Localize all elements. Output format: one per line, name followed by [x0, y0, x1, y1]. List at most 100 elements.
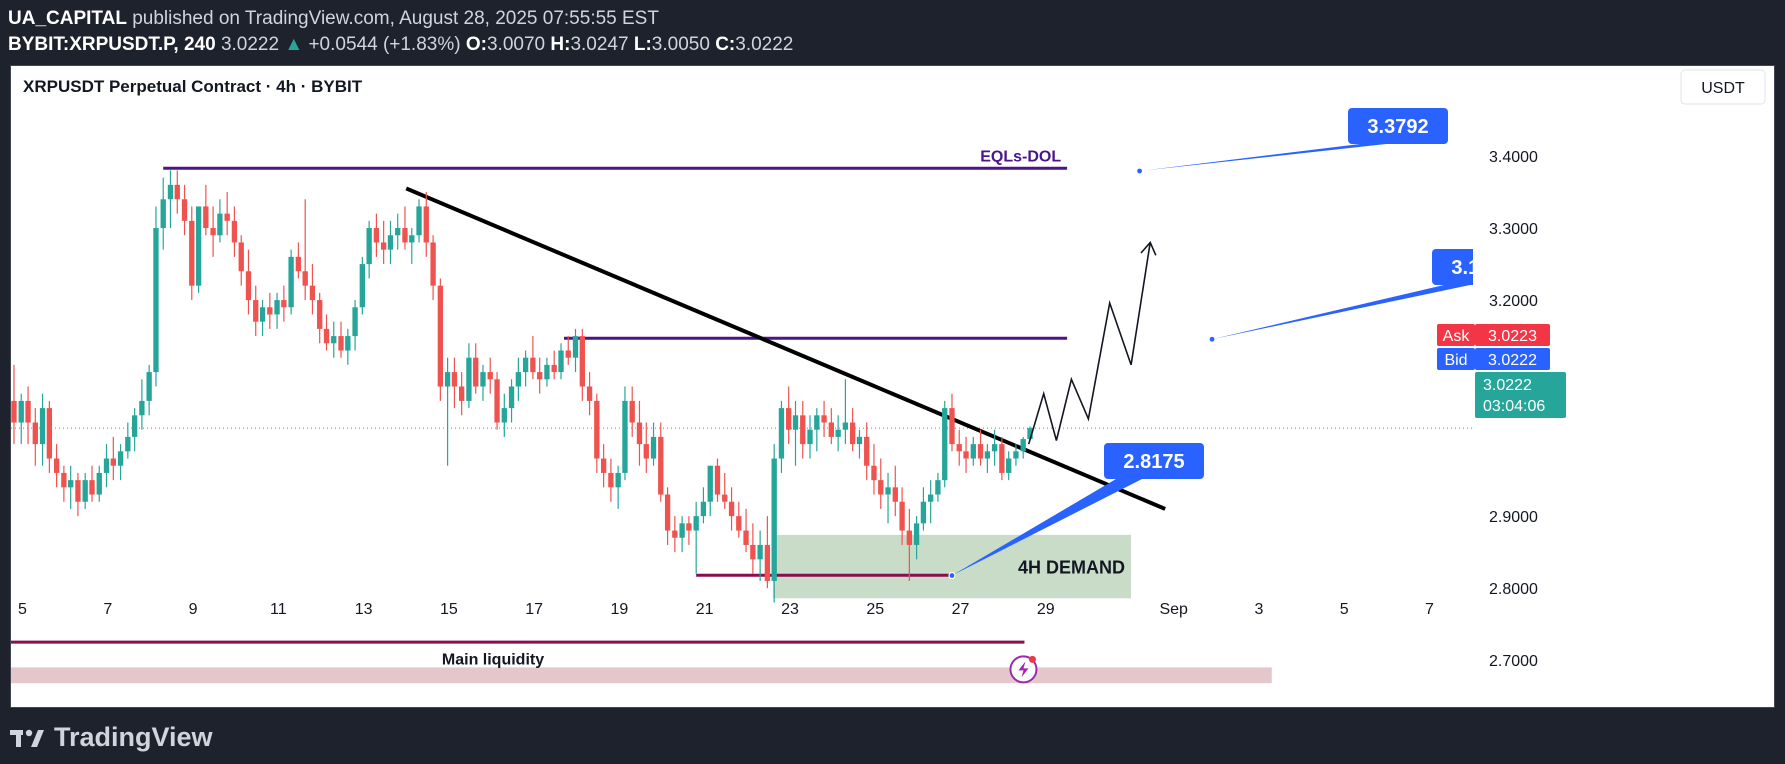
bid-label: Bid: [1444, 352, 1467, 369]
published-text: published on TradingView.com, August 28,…: [132, 8, 659, 29]
candle-body: [387, 235, 394, 250]
y-tick-label: 2.9000: [1489, 509, 1538, 526]
y-tick-label: 3.4000: [1489, 149, 1538, 166]
candle-body: [736, 516, 742, 531]
last-price-badge: [1475, 372, 1566, 418]
up-arrow-icon: ▲: [284, 34, 304, 55]
candle-body: [686, 523, 692, 531]
candle-body: [103, 458, 110, 473]
target-callout-mid-anchor: [1208, 335, 1216, 343]
x-tick-label: 21: [696, 601, 714, 618]
candle-body: [224, 213, 230, 221]
candle-body: [722, 494, 728, 502]
candle-body: [970, 444, 976, 459]
level-callout-low-pointer: [951, 479, 1142, 576]
candle-body: [345, 336, 351, 351]
axis-layer: 3.4000 3.3000 3.2000 2.9000 2.8000 2.7000 5 7 9 1…: [18, 66, 1774, 707]
candle-body: [835, 429, 841, 437]
x-tick-label: 11: [270, 601, 287, 618]
candle-body: [1006, 458, 1012, 473]
candle-body: [991, 444, 998, 452]
currency-button[interactable]: USDT: [1680, 69, 1766, 105]
x-tick-label: 7: [1425, 601, 1434, 618]
level-callout-low-box: [1104, 443, 1204, 479]
last-price-countdown: 03:04:06: [1483, 398, 1545, 415]
candle-body: [402, 228, 408, 243]
candle-body: [1020, 439, 1026, 452]
lightning-bolt-icon: [1018, 661, 1029, 678]
candle-body: [53, 458, 60, 473]
candle-body: [160, 199, 166, 229]
candle-body: [61, 472, 67, 488]
candle-body: [437, 285, 444, 387]
candle-body: [942, 408, 948, 481]
candle-body: [295, 256, 302, 272]
candle-body: [530, 357, 536, 373]
ask-value: 3.0223: [1488, 328, 1537, 345]
candle-body: [537, 372, 543, 380]
candle-body: [195, 206, 202, 286]
candle-body: [373, 228, 380, 243]
open-value: 3.0070: [486, 34, 546, 55]
low-value: 3.0050: [651, 34, 710, 55]
candle-body: [856, 436, 863, 445]
candle-body: [139, 400, 145, 416]
level-callout-low-label: 2.8175: [1123, 451, 1184, 473]
x-tick-label: 19: [611, 601, 629, 618]
candle-body: [181, 199, 188, 221]
candle-body: [466, 357, 472, 401]
price-change: +0.0544 (+1.83%): [308, 34, 461, 55]
candle-body: [800, 415, 806, 445]
candle-body: [615, 472, 621, 488]
candle-body: [1027, 428, 1033, 440]
candle-body: [977, 444, 984, 459]
candle-body: [544, 364, 550, 380]
candle-body: [757, 544, 763, 560]
candle-body: [39, 408, 46, 445]
candle-body: [871, 465, 877, 481]
candle-body: [807, 429, 813, 445]
candle-body: [68, 480, 74, 488]
close-label: C:: [715, 34, 736, 55]
projection-arrowhead: [1140, 240, 1157, 256]
candle-body: [409, 235, 415, 243]
candle-body: [125, 436, 131, 452]
candle-body: [217, 213, 223, 236]
candle-body: [96, 472, 102, 495]
x-tick-label: 13: [355, 601, 373, 618]
liquidity-zone: [11, 667, 1272, 684]
demand-zone: [772, 534, 1132, 599]
candle-body: [323, 328, 330, 344]
candle-body: [650, 436, 657, 459]
tradingview-footer[interactable]: TradingView: [10, 722, 213, 753]
candle-body: [949, 408, 955, 445]
publish-line: UA_CAPITAL published on TradingView.com,…: [8, 6, 793, 32]
candle-body: [317, 300, 323, 329]
candle-body: [146, 372, 152, 401]
candle-body: [629, 400, 635, 423]
target-callout-top-label: 3.3792: [1367, 116, 1428, 138]
candle-body: [984, 451, 991, 459]
candle-body: [331, 336, 337, 344]
candle-body: [750, 544, 756, 560]
candle-body: [231, 220, 238, 243]
candle-body: [693, 516, 699, 531]
candle-body: [878, 480, 884, 495]
zones-layer: [11, 534, 1272, 684]
candle-body: [565, 350, 571, 358]
projection-path: [1027, 242, 1151, 445]
candle-body: [679, 523, 685, 538]
candle-body: [153, 228, 159, 373]
last-price: 3.0222: [220, 34, 280, 55]
candle-body: [764, 544, 771, 581]
candle-body: [658, 436, 664, 495]
candle-body: [956, 444, 962, 452]
candle-body: [32, 422, 38, 445]
bid-value-bg: [1475, 348, 1550, 370]
candle-body: [82, 480, 88, 502]
brand-name: TradingView: [54, 722, 213, 752]
candle-body: [636, 422, 643, 445]
publisher-name[interactable]: UA_CAPITAL: [8, 8, 127, 29]
